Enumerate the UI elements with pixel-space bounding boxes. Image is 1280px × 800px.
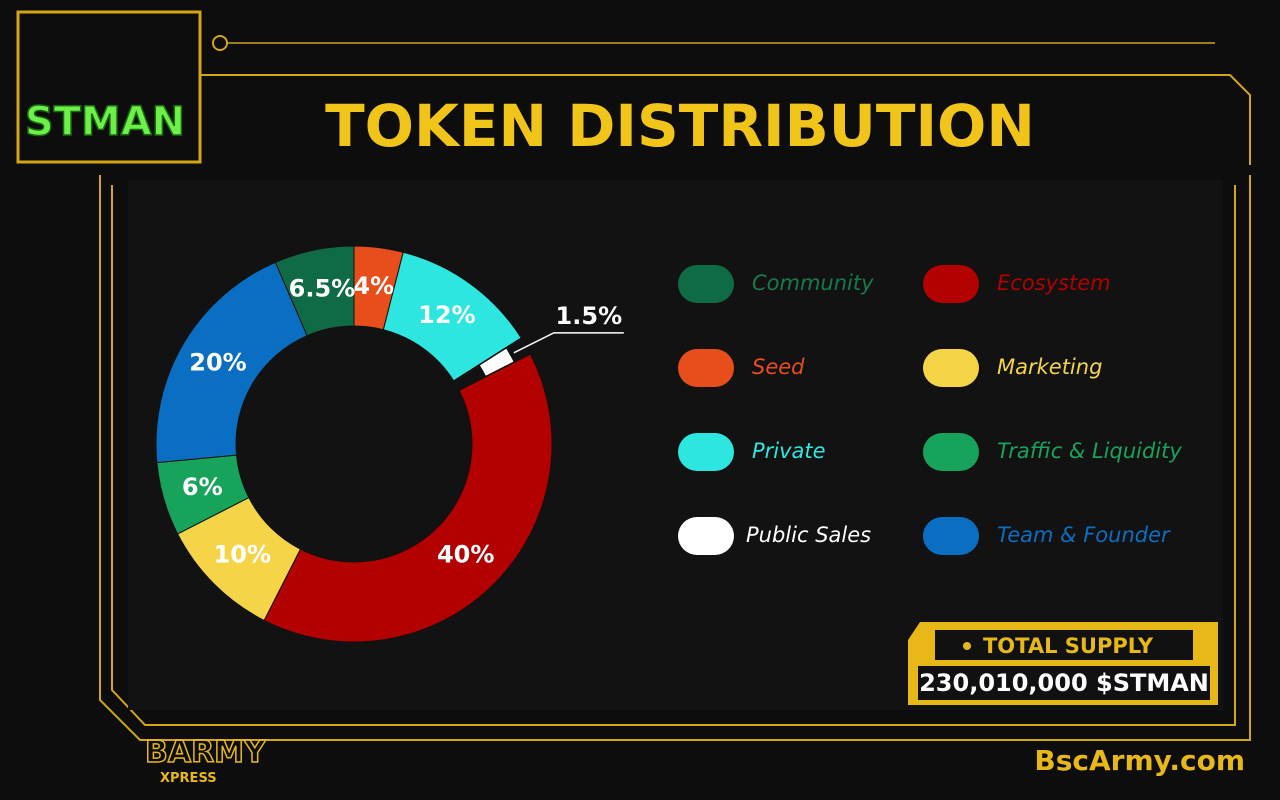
donut-chart: 4% 12% 1.5% 40% 10% 6% 20% 6.5%: [155, 245, 624, 643]
legend-label: Public Sales: [746, 523, 871, 547]
value-label: 12%: [418, 301, 475, 329]
wedge: [155, 261, 308, 464]
wedge: [274, 245, 355, 337]
value-label: 1.5%: [556, 302, 623, 330]
footer-url: BscArmy.com: [1034, 744, 1245, 777]
supply-value: 230,010,000 $STMAN: [919, 669, 1209, 697]
legend-swatch: [678, 433, 734, 471]
brand-logo: STMAN: [25, 99, 185, 145]
callout-line: [513, 332, 624, 354]
legend-label: Marketing: [997, 355, 1102, 379]
chart-title: TOKEN DISTRIBUTION: [325, 92, 1035, 160]
value-label: 4%: [353, 272, 394, 300]
legend-swatch: [923, 265, 979, 303]
value-label: 6.5%: [289, 274, 356, 302]
legend-label: Seed: [752, 355, 805, 379]
supply-label-bg: [935, 630, 1193, 660]
wedge: [478, 347, 515, 377]
legend: Community Ecosystem Seed Marketing Private Tr…: [678, 265, 1182, 555]
legend-label: Traffic & Liquidity: [997, 439, 1182, 463]
wedge: [263, 353, 553, 643]
legend-swatch: [923, 433, 979, 471]
value-label: 6%: [182, 473, 223, 501]
legend-label: Community: [752, 271, 874, 295]
value-label: 10%: [214, 541, 271, 569]
frame: [16, 10, 1251, 741]
legend-swatch: [678, 349, 734, 387]
legend-swatch: [923, 517, 979, 555]
wedge: [382, 251, 522, 382]
legend-label: Private: [752, 439, 826, 463]
value-label: 20%: [189, 349, 246, 377]
legend-label: Team & Founder: [997, 523, 1171, 547]
bullet: [963, 642, 971, 650]
value-label: 40%: [437, 541, 494, 569]
footer-logo-sub: XPRESS: [160, 771, 217, 786]
legend-swatch: [678, 265, 734, 303]
footer-logo: BARMY: [145, 735, 267, 770]
supply-value-bg: [918, 666, 1210, 700]
legend-swatch: [923, 349, 979, 387]
legend-swatch: [678, 517, 734, 555]
legend-label: Ecosystem: [997, 271, 1111, 295]
supply-label: TOTAL SUPPLY: [983, 634, 1154, 658]
